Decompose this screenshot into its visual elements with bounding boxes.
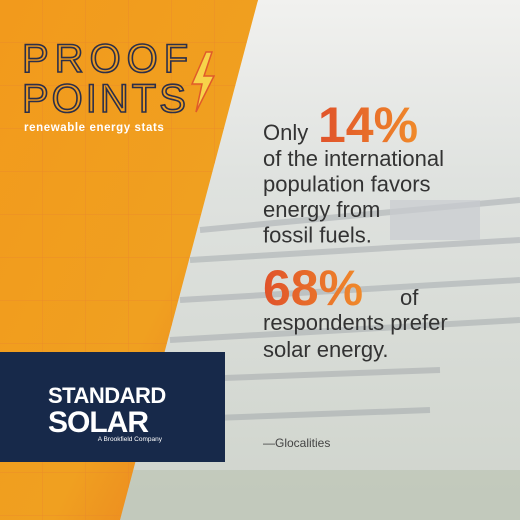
stat-line: of the international	[263, 146, 444, 171]
stat1-lead: Only	[263, 120, 308, 145]
logo-line1: STANDARD	[48, 383, 166, 408]
logo-box	[0, 352, 225, 462]
title-line1: PROOF	[22, 37, 194, 81]
stat-line: solar energy.	[263, 337, 389, 362]
stat2-figure: 68%	[263, 260, 363, 316]
stat2-trail: of	[400, 285, 419, 310]
logo-sub: A Brookfield Company	[98, 436, 163, 443]
stat1-figure: 14%	[318, 97, 418, 153]
stat-line: fossil fuels.	[263, 223, 372, 248]
title-line2: POINTS	[22, 77, 189, 121]
stat-line: respondents prefer	[263, 310, 448, 335]
stat-line: energy from	[263, 197, 380, 222]
logo-line2: SOLAR	[48, 406, 149, 439]
building	[390, 200, 480, 240]
source: —Glocalities	[263, 436, 330, 450]
solar-panel-rows	[159, 197, 520, 423]
lightning-icon	[190, 51, 216, 113]
stat-line: population favors	[263, 172, 431, 197]
tagline: renewable energy stats	[24, 122, 164, 134]
